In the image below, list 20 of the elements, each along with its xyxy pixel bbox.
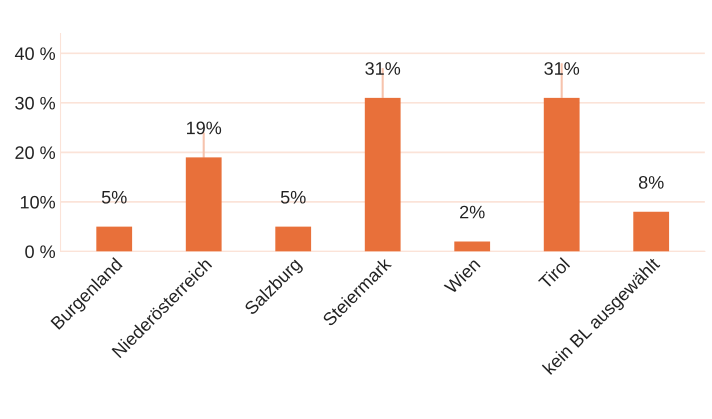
- data-label: 2%: [460, 206, 485, 218]
- data-label: 19%: [187, 122, 222, 134]
- bar: [186, 157, 222, 252]
- bar: [364, 98, 401, 252]
- data-label: 8%: [638, 176, 664, 189]
- x-tick-label: Tirol: [538, 257, 570, 290]
- bar: [544, 98, 580, 252]
- y-tick-label: 10%: [20, 196, 56, 209]
- y-tick-label: 40 %: [14, 47, 56, 60]
- y-tick-label: 20 %: [15, 146, 56, 160]
- bar: [633, 212, 670, 252]
- data-label: 31%: [365, 62, 400, 75]
- bar: [96, 226, 132, 252]
- data-label: 5%: [280, 190, 306, 204]
- data-label: 5%: [102, 190, 127, 204]
- bar: [275, 226, 312, 252]
- y-tick-label: 30 %: [15, 96, 56, 110]
- y-tick-label: 0 %: [25, 245, 56, 258]
- data-label: 31%: [544, 62, 580, 75]
- bar: [454, 241, 490, 252]
